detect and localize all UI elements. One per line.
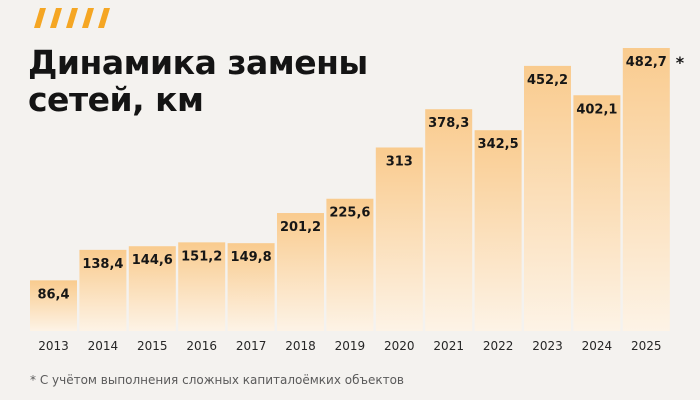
x-tick-label-2021: 2021: [433, 339, 464, 353]
value-label-2015: 144,6: [132, 253, 173, 268]
value-label-2018: 201,2: [280, 220, 321, 235]
value-label-2025: 482,7: [626, 55, 667, 70]
bar-2013: [30, 280, 77, 331]
x-tick-label-2013: 2013: [38, 339, 69, 353]
bar-2017: [227, 243, 275, 331]
value-label-2023: 452,2: [527, 73, 568, 88]
x-tick-label-2024: 2024: [582, 339, 613, 353]
x-tick-label-2014: 2014: [88, 339, 119, 353]
x-tick-label-2017: 2017: [236, 339, 267, 353]
bar-2025: [622, 48, 670, 331]
value-label-2021: 378,3: [428, 116, 469, 131]
value-label-2024: 402,1: [576, 102, 617, 117]
bar-2023: [524, 65, 571, 331]
value-label-2016: 151,2: [181, 249, 222, 264]
value-label-2020: 313: [386, 154, 413, 169]
x-tick-label-2025: 2025: [631, 339, 662, 353]
x-tick-label-2015: 2015: [137, 339, 168, 353]
value-label-2022: 342,5: [478, 137, 519, 152]
bar-2024: [573, 95, 621, 331]
x-tick-label-2020: 2020: [384, 339, 415, 353]
x-tick-label-2022: 2022: [483, 339, 514, 353]
bar-2016: [178, 242, 226, 331]
value-label-2019: 225,6: [329, 206, 370, 221]
bar-2020: [375, 147, 423, 331]
logo-stripes-icon: [34, 8, 110, 28]
x-tick-label-2018: 2018: [285, 339, 316, 353]
x-tick-label-2016: 2016: [186, 339, 217, 353]
bar-2022: [474, 130, 522, 331]
value-label-2017: 149,8: [231, 250, 272, 265]
chart-title: Динамика замены сетей, км: [28, 44, 368, 118]
value-label-2014: 138,4: [82, 257, 123, 272]
bar-2014: [79, 249, 127, 331]
chart-title-line-1: Динамика замены: [28, 43, 368, 82]
x-tick-label-2019: 2019: [335, 339, 366, 353]
bar-2018: [277, 213, 324, 331]
footnote: * С учётом выполнения сложных капиталоём…: [30, 373, 405, 387]
annotation-asterisk: *: [676, 53, 685, 72]
bar-2019: [326, 198, 374, 331]
value-label-2013: 86,4: [37, 287, 69, 302]
bar-2015: [128, 246, 176, 331]
x-tick-label-2023: 2023: [532, 339, 563, 353]
bar-2021: [425, 109, 473, 331]
chart-title-line-2: сетей, км: [28, 80, 204, 119]
